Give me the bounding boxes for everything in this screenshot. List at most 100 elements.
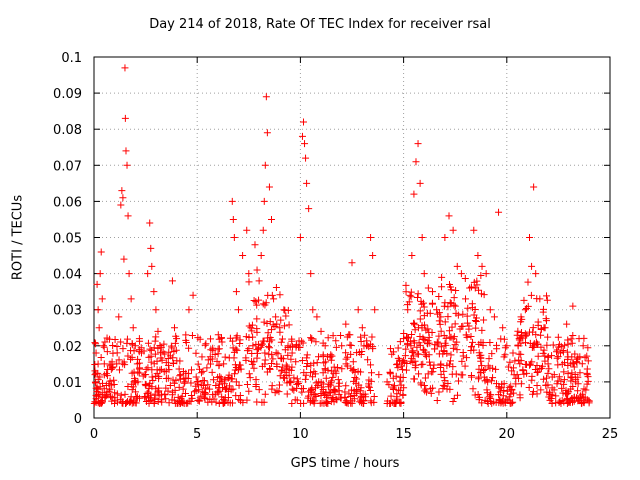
data-point (162, 359, 170, 367)
data-point (350, 377, 358, 385)
data-point (406, 291, 414, 299)
data-point (440, 374, 448, 382)
data-point (268, 215, 276, 223)
data-point (484, 362, 492, 370)
data-point (199, 367, 207, 375)
data-point (569, 332, 577, 340)
data-point (558, 396, 566, 404)
data-point (304, 394, 312, 402)
data-point (404, 341, 412, 349)
data-point (526, 361, 534, 369)
data-point (227, 386, 235, 394)
data-point (194, 360, 202, 368)
data-point (298, 132, 306, 140)
data-point (498, 397, 506, 405)
data-point (426, 358, 434, 366)
data-point (455, 377, 463, 385)
data-point (151, 350, 159, 358)
data-point (311, 390, 319, 398)
data-point (96, 270, 104, 278)
data-point (407, 293, 415, 301)
data-point (359, 399, 367, 407)
data-point (365, 383, 373, 391)
data-point (208, 368, 216, 376)
data-point (298, 388, 306, 396)
data-point (130, 399, 138, 407)
data-point (334, 363, 342, 371)
data-point (108, 358, 116, 366)
data-point (92, 349, 100, 357)
data-point (529, 324, 537, 332)
data-point (259, 300, 267, 308)
data-point (367, 397, 375, 405)
data-point (102, 370, 110, 378)
data-point (370, 393, 378, 401)
data-point (283, 390, 291, 398)
data-point (417, 297, 425, 305)
data-point (450, 294, 458, 302)
data-point (311, 370, 319, 378)
data-point (395, 356, 403, 364)
data-point (123, 335, 131, 343)
data-point (529, 388, 537, 396)
data-point (181, 378, 189, 386)
data-point (576, 392, 584, 400)
data-point (217, 374, 225, 382)
data-point (221, 353, 229, 361)
data-point (322, 393, 330, 401)
data-point (152, 306, 160, 314)
data-point (145, 384, 153, 392)
data-point (394, 354, 402, 362)
data-point (243, 226, 251, 234)
data-point (166, 382, 174, 390)
data-point (91, 339, 99, 347)
data-point (224, 374, 232, 382)
data-point (235, 381, 243, 389)
data-point (468, 343, 476, 351)
data-point (245, 270, 253, 278)
x-tick-label: 15 (395, 427, 412, 442)
data-point (347, 364, 355, 372)
data-point (564, 370, 572, 378)
data-point (475, 286, 483, 294)
data-point (357, 337, 365, 345)
data-point (420, 312, 428, 320)
data-point (299, 118, 307, 126)
data-point (458, 357, 466, 365)
data-point (99, 342, 107, 350)
data-point (402, 345, 410, 353)
data-point (102, 382, 110, 390)
data-point (406, 337, 414, 345)
data-point (176, 372, 184, 380)
data-point (269, 321, 277, 329)
data-point (559, 348, 567, 356)
data-point (441, 234, 449, 241)
data-point (119, 194, 127, 202)
data-point (450, 394, 458, 402)
data-point (488, 350, 496, 358)
data-point (526, 234, 534, 241)
data-point (514, 341, 522, 349)
data-point (266, 334, 274, 342)
data-point (390, 348, 398, 356)
data-point (428, 288, 436, 296)
data-point (394, 344, 402, 352)
data-point (278, 335, 286, 343)
data-point (368, 369, 376, 377)
data-point (416, 307, 424, 315)
data-point (510, 389, 518, 397)
data-point (486, 397, 494, 405)
data-point (299, 339, 307, 347)
data-point (185, 370, 193, 378)
data-point (195, 386, 203, 394)
data-point (170, 396, 178, 404)
data-point (236, 391, 244, 399)
data-point (449, 344, 457, 352)
data-point (303, 351, 311, 359)
data-point (408, 252, 416, 260)
data-point (468, 300, 476, 308)
data-point (402, 281, 410, 289)
data-point (345, 390, 353, 398)
data-point (516, 360, 524, 368)
data-point (135, 335, 143, 343)
